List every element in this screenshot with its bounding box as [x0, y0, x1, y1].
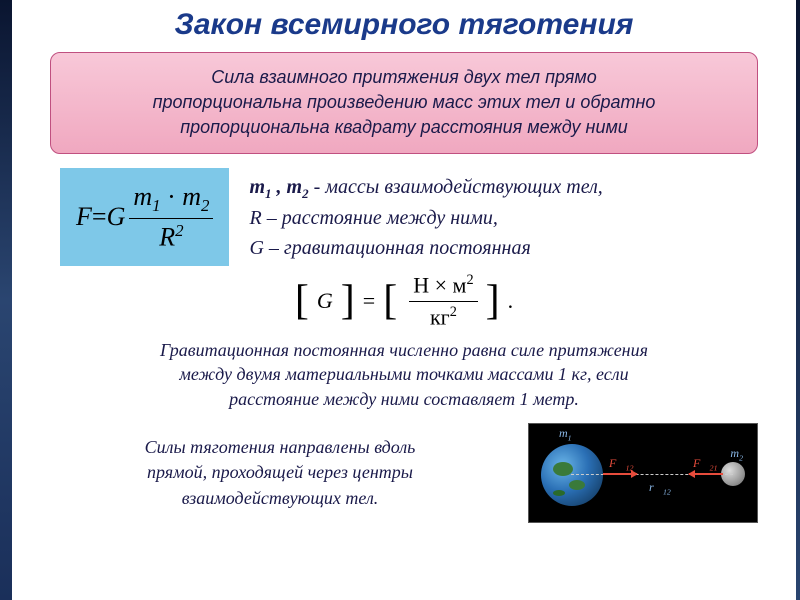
gravitational-constant-text: Гравитационная постоянная численно равна…	[60, 338, 748, 411]
law-line: пропорциональна произведению масс этих т…	[81, 90, 727, 115]
bracket-right: ]	[341, 280, 355, 322]
force-arrow-f12	[603, 473, 637, 475]
frac-sub1: 1	[152, 196, 160, 215]
f21-label: F⃗21	[693, 456, 717, 472]
bracket-right2: ]	[486, 280, 500, 322]
g-den-sup: 2	[450, 304, 457, 320]
g-num-sup: 2	[466, 272, 473, 288]
frac-dot: ·	[161, 182, 183, 211]
frac-sub2: 2	[201, 196, 209, 215]
grav-line: расстояние между ними составляет 1 метр.	[60, 387, 748, 411]
f12-label: F⃗12	[609, 456, 633, 472]
frac-R: R	[159, 222, 175, 251]
page-title: Закон всемирного тяготения	[30, 8, 778, 42]
g-num: Н × м	[413, 273, 466, 298]
law-line: пропорциональна квадрату расстояния межд…	[81, 115, 727, 140]
formula-box: F = G m1 · m2 R2	[60, 168, 229, 267]
force-arrow-f21	[689, 473, 723, 475]
expl-line2: R – расстояние между ними,	[249, 203, 602, 233]
formula-F: F	[76, 202, 92, 232]
frac-m2: m	[182, 182, 201, 211]
g-den: кг	[430, 304, 450, 329]
law-definition-box: Сила взаимного притяжения двух тел прямо…	[50, 52, 758, 154]
m1-label: m1	[559, 426, 572, 442]
formula-eq: =	[92, 202, 107, 232]
law-line: Сила взаимного притяжения двух тел прямо	[81, 65, 727, 90]
direction-text: Силы тяготения направлены вдоль прямой, …	[50, 435, 510, 511]
m2-label: m2	[730, 446, 743, 462]
g-unit-G: G	[317, 288, 333, 314]
gravity-diagram: m1 m2 F⃗12 F⃗21 r⃗12	[528, 423, 758, 523]
grav-line: между двумя материальными точками массам…	[60, 362, 748, 386]
formula-G: G	[107, 202, 126, 232]
grav-line: Гравитационная постоянная численно равна…	[60, 338, 748, 362]
dir-line: взаимодействующих тел.	[50, 486, 510, 511]
earth-icon	[541, 444, 603, 506]
r-label: r⃗12	[649, 480, 671, 496]
dir-line: прямой, проходящей через центры	[50, 460, 510, 485]
bracket-left2: [	[383, 280, 397, 322]
expl-l1c: - массы взаимодействующих тел,	[309, 176, 603, 198]
g-dot: .	[508, 288, 514, 314]
expl-line3: G – гравитационная постоянная	[249, 233, 602, 263]
variable-explanation: m1 , m2 - массы взаимодействующих тел, R…	[249, 168, 602, 264]
dir-line: Силы тяготения направлены вдоль	[50, 435, 510, 460]
frac-Rsup: 2	[175, 221, 183, 240]
frac-m1: m	[133, 182, 152, 211]
bracket-left: [	[295, 280, 309, 322]
formula-fraction: m1 · m2 R2	[129, 182, 213, 253]
expl-m1: m	[249, 176, 265, 198]
g-unit-formula: [ G ] = [ Н × м2 кг2 ] .	[30, 272, 778, 330]
expl-m2: , m	[272, 176, 303, 198]
